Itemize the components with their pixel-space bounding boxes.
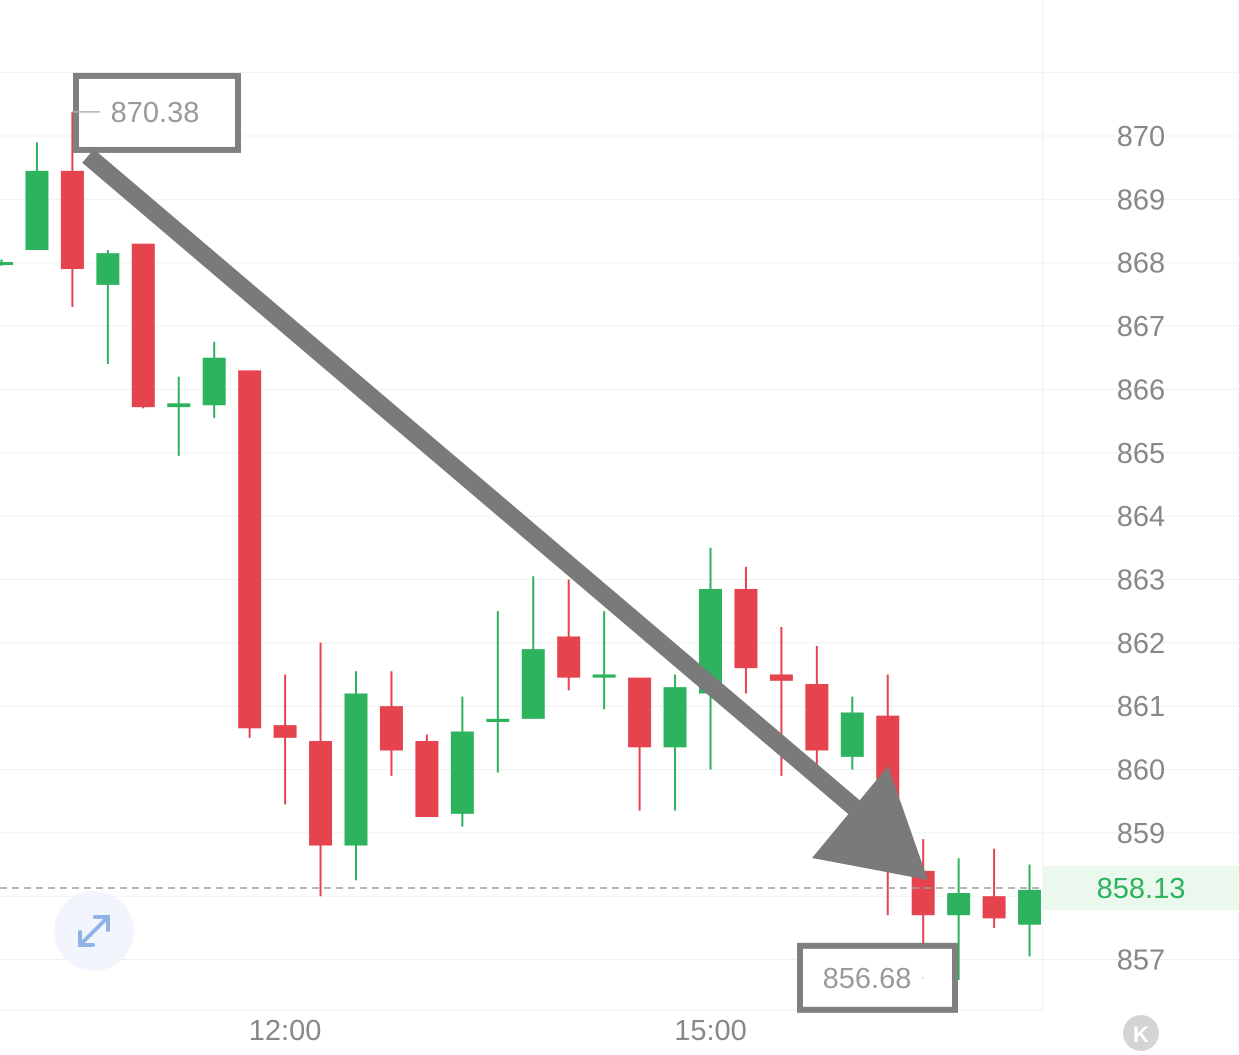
y-tick-label: 859 xyxy=(1117,818,1165,850)
candle xyxy=(96,250,120,365)
low-marker-label: 856.68 xyxy=(823,963,912,995)
candle xyxy=(521,576,545,719)
candle xyxy=(202,341,226,418)
candle-body xyxy=(131,243,155,408)
candle xyxy=(415,734,439,818)
candle xyxy=(805,645,829,773)
trend-arrow-head xyxy=(812,765,928,880)
candle xyxy=(486,611,510,773)
candle xyxy=(238,370,262,738)
candle-body xyxy=(415,740,439,818)
y-tick-label: 857 xyxy=(1117,945,1165,977)
x-tick-label: 15:00 xyxy=(674,1015,747,1047)
candle-body xyxy=(911,870,935,916)
candle xyxy=(840,696,864,770)
candle xyxy=(450,696,474,827)
y-tick-label: 868 xyxy=(1117,248,1165,280)
x-tick-label: 12:00 xyxy=(249,1015,322,1047)
y-tick-label: 862 xyxy=(1117,628,1165,660)
annotations: 870.38 856.68 xyxy=(72,72,958,1013)
candle xyxy=(273,674,297,805)
candle-body xyxy=(592,674,616,678)
k-badge-icon: K xyxy=(1133,1022,1149,1047)
candle-body xyxy=(521,649,545,719)
candle xyxy=(947,858,971,980)
candle-body xyxy=(982,896,1006,919)
candle xyxy=(699,547,722,770)
candle-body xyxy=(344,693,368,846)
candle xyxy=(60,111,84,308)
y-tick-label: 863 xyxy=(1117,564,1165,596)
candle xyxy=(379,671,403,776)
y-tick-label: 869 xyxy=(1117,184,1165,216)
high-marker-label: 870.38 xyxy=(111,97,200,129)
expand-arrows-icon xyxy=(78,915,110,947)
low-marker-box xyxy=(797,942,958,1013)
y-tick-label: 865 xyxy=(1117,438,1165,470)
candle-body xyxy=(486,718,510,722)
k-badge-button[interactable]: K xyxy=(1123,1015,1159,1051)
candle-body xyxy=(379,706,403,751)
last-price-label: 858.13 xyxy=(1097,873,1186,905)
candle-body xyxy=(1018,889,1042,925)
candle-body xyxy=(25,170,49,251)
candle-body xyxy=(769,674,793,681)
candle-body xyxy=(805,683,829,751)
y-tick-label: 867 xyxy=(1117,311,1165,343)
trend-arrow-shaft xyxy=(82,149,908,855)
candle-body xyxy=(450,731,474,814)
x-axis: 12:00 15:00 xyxy=(249,1015,747,1047)
candle-body xyxy=(699,588,722,694)
candle-body xyxy=(0,262,13,266)
candle xyxy=(734,566,758,694)
candles xyxy=(0,111,1042,980)
y-tick-label: 861 xyxy=(1117,691,1165,723)
candle xyxy=(557,579,581,691)
y-tick-label: 866 xyxy=(1117,374,1165,406)
candle xyxy=(663,674,687,811)
candle-body xyxy=(663,687,687,748)
candle-body xyxy=(60,170,84,270)
last-price-label-bg xyxy=(1043,865,1239,910)
candle-body xyxy=(167,403,191,408)
last-price-line: 858.13 xyxy=(0,865,1239,910)
y-tick-label: 864 xyxy=(1117,501,1165,533)
candle-body xyxy=(96,253,120,285)
candle-body xyxy=(202,357,226,406)
candle xyxy=(592,611,616,710)
candle xyxy=(131,243,155,409)
candle xyxy=(628,677,652,811)
candle-body xyxy=(309,740,333,846)
candle-body xyxy=(238,370,262,729)
high-marker-box xyxy=(73,72,241,153)
candle-body xyxy=(734,588,758,669)
reset-zoom-button[interactable] xyxy=(54,891,134,971)
candle xyxy=(911,839,935,960)
candle xyxy=(309,642,333,897)
candle xyxy=(344,671,368,881)
candle-body xyxy=(947,893,971,916)
y-axis: 870 869 868 867 866 865 864 863 862 861 860 859 857 xyxy=(1117,121,1165,977)
y-tick-label: 870 xyxy=(1117,121,1165,153)
candle-body xyxy=(557,636,581,678)
candle-body xyxy=(628,677,652,748)
candle xyxy=(167,376,191,456)
candle xyxy=(1018,864,1042,957)
candle-body xyxy=(273,725,297,738)
y-tick-label: 860 xyxy=(1117,755,1165,787)
candle xyxy=(982,848,1006,928)
candle xyxy=(0,259,13,266)
candle xyxy=(25,142,49,251)
candle-body xyxy=(840,712,864,757)
